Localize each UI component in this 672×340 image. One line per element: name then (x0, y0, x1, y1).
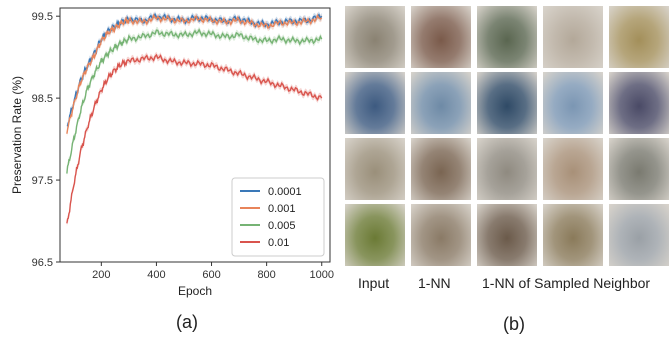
x-tick-label: 800 (257, 269, 275, 281)
column-label-input: Input (358, 275, 390, 291)
thumbnail-ship-1 (411, 72, 471, 134)
thumbnail-bird-1 (411, 204, 471, 266)
thumbnail-horse-4 (609, 138, 669, 200)
thumbnail-truck-2 (477, 6, 537, 68)
legend-label: 0.005 (268, 220, 296, 232)
y-axis-title: Preservation Rate (%) (10, 76, 24, 194)
thumbnail-ship-0 (345, 72, 405, 134)
legend-label: 0.01 (268, 237, 289, 249)
column-label-sampled-neighbor: 1-NN of Sampled Neighbor (482, 275, 651, 291)
series-line-2 (66, 28, 323, 174)
thumbnail-bird-3 (543, 204, 603, 266)
legend-box (231, 177, 325, 257)
thumbnail-horse-2 (477, 138, 537, 200)
legend-label: 0.001 (268, 203, 296, 215)
panel-a-label: (a) (176, 312, 198, 332)
thumbnail-ship-4 (609, 72, 669, 134)
thumbnail-truck-1 (411, 6, 471, 68)
thumbnail-ship-3 (543, 72, 603, 134)
thumbnail-bird-4 (609, 204, 669, 266)
thumbnail-truck-3 (543, 6, 603, 68)
legend: 0.0001 0.001 0.005 0.01 (231, 177, 325, 257)
column-label-1nn: 1-NN (418, 275, 451, 291)
panel-b-label: (b) (503, 314, 525, 334)
x-tick-label: 200 (92, 269, 110, 281)
thumbnail-truck-4 (609, 6, 669, 68)
x-axis-title: Epoch (178, 284, 212, 298)
x-tick-label: 400 (147, 269, 165, 281)
thumbnail-bird-2 (477, 204, 537, 266)
thumbnail-ship-2 (477, 72, 537, 134)
preservation-rate-chart: 200 400 600 800 1000 96.5 97.5 98.5 99.5 Epoch P… (10, 7, 334, 298)
thumbnail-truck-0 (345, 6, 405, 68)
thumbnail-horse-3 (543, 138, 603, 200)
series-band-2 (66, 26, 322, 177)
plot-area-frame (59, 7, 331, 263)
series-line-3 (66, 53, 323, 224)
thumbnail-horse-0 (345, 138, 405, 200)
legend-label: 0.0001 (268, 186, 302, 198)
y-tick-label: 98.5 (32, 93, 53, 105)
series-line-1 (66, 13, 323, 134)
y-tick-label: 97.5 (32, 175, 53, 187)
thumbnail-bird-0 (345, 204, 405, 266)
y-tick-label: 96.5 (32, 257, 53, 269)
x-tick-label: 600 (202, 269, 220, 281)
x-tick-label: 1000 (309, 269, 333, 281)
y-tick-label: 99.5 (32, 11, 53, 23)
image-grid (345, 6, 672, 270)
thumbnail-horse-1 (411, 138, 471, 200)
